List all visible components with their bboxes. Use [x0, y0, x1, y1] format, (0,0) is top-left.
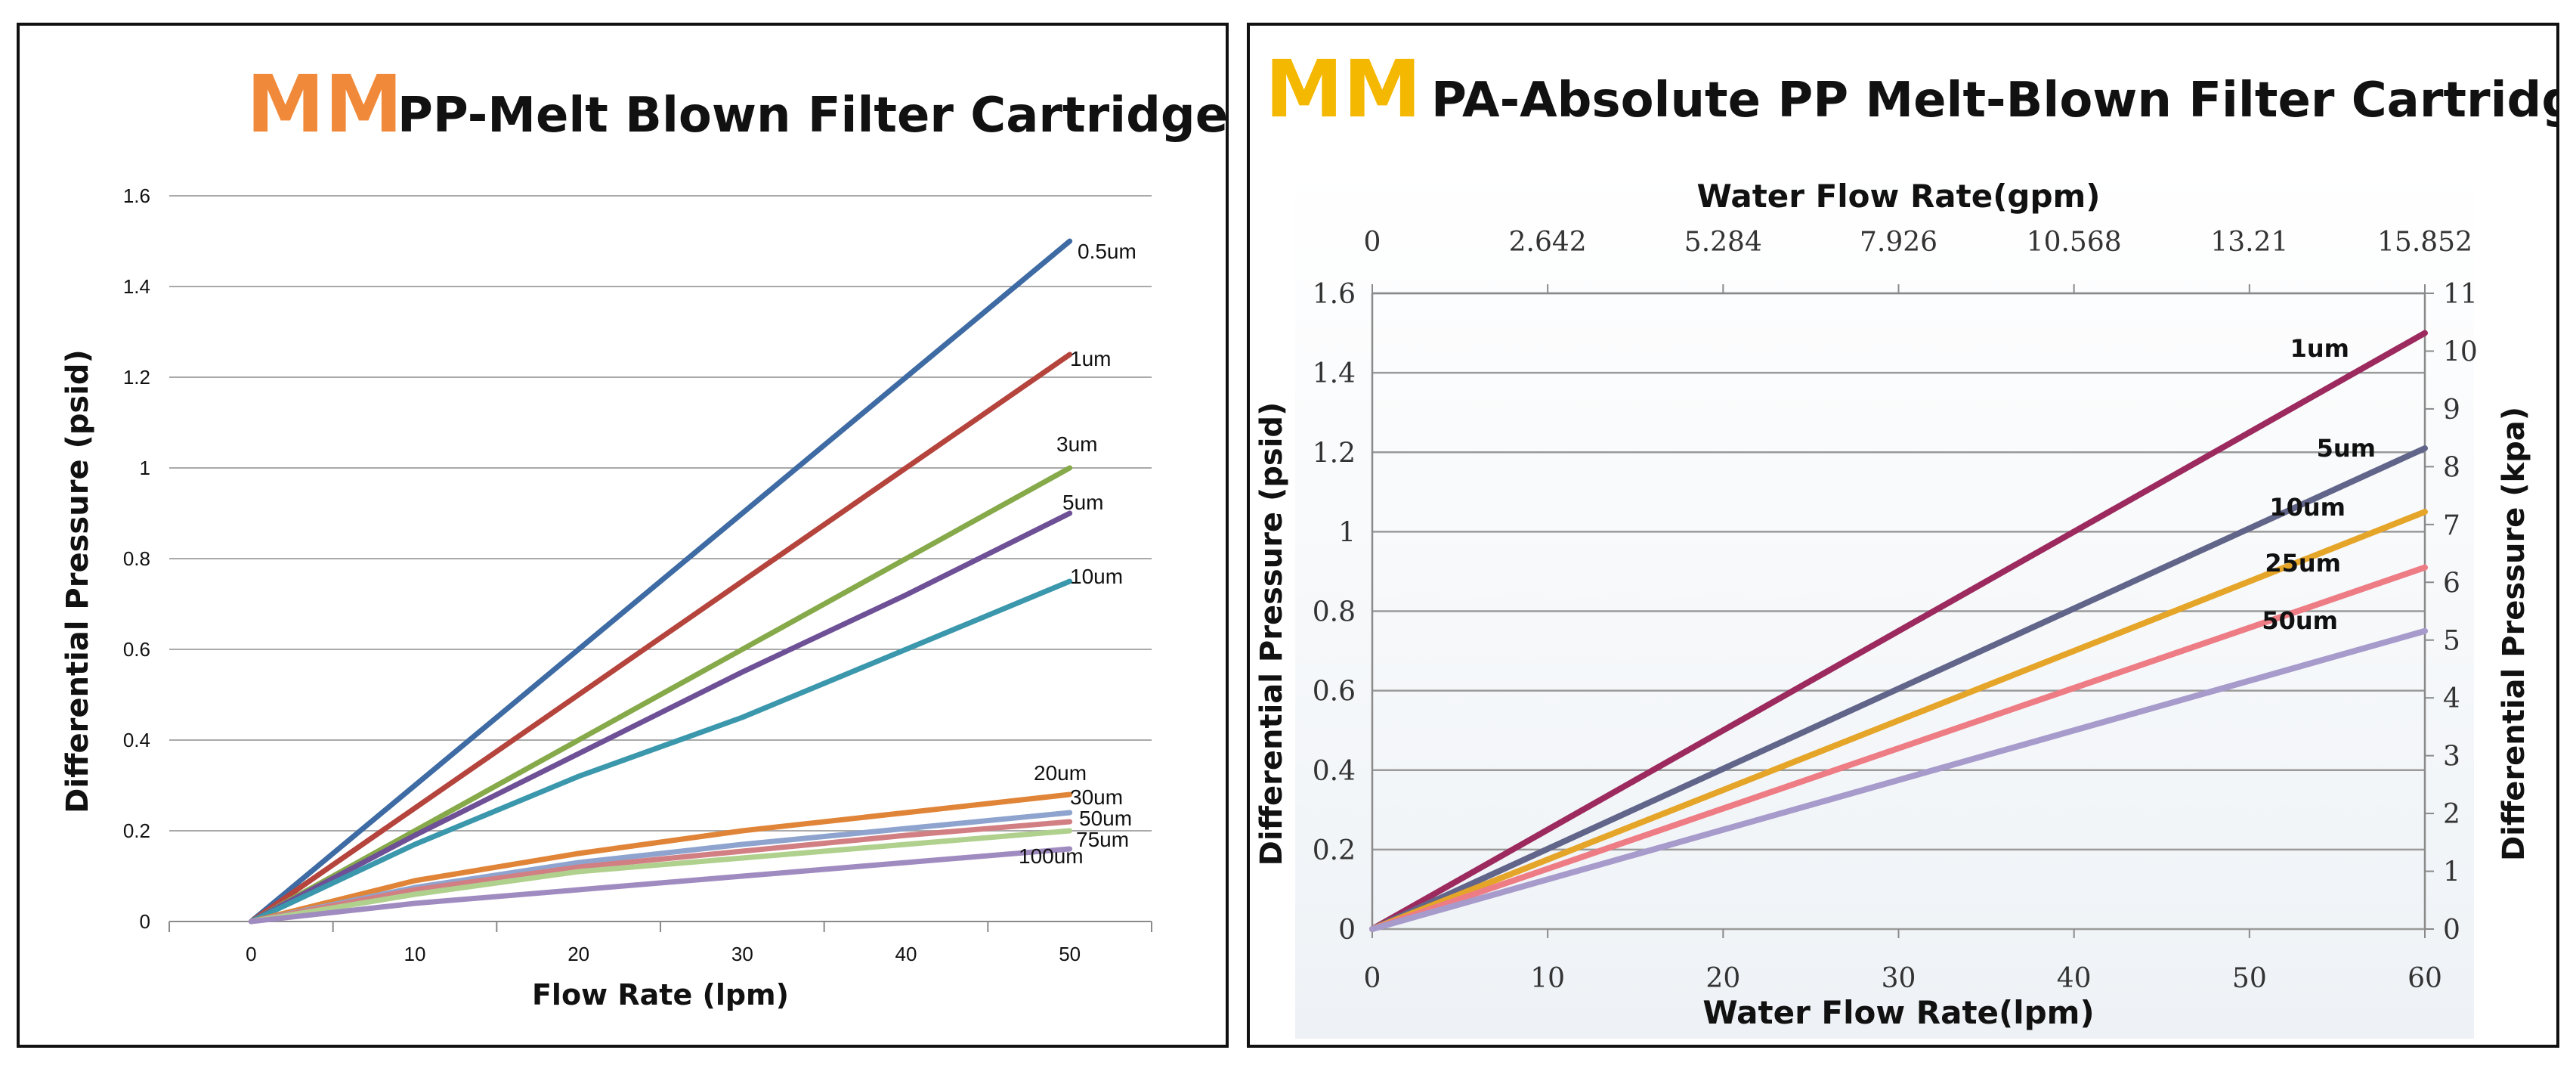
left-series-line-5um [248, 510, 1073, 925]
right-series-line-10um [1369, 509, 2428, 932]
right-series-line-1um [1369, 330, 2428, 932]
left-series-label-50um: 50um [1079, 807, 1132, 830]
right-series-label-5um: 5um [2317, 434, 2376, 463]
left-x-tick-label: 40 [895, 943, 917, 965]
right-chart: MM PA-Absolute PP Melt-Blown Filter Cart… [1254, 43, 2556, 1039]
right-y-tick-label: 0.8 [1313, 597, 1356, 628]
left-y-tick-label: 1.4 [123, 275, 150, 298]
left-series-line-75um [248, 828, 1073, 925]
left-y-axis-label: Differential Pressure (psid) [60, 349, 95, 813]
right-x-tick-label: 10 [1530, 963, 1565, 994]
left-series-label-5um: 5um [1062, 491, 1103, 514]
right-x2-tick-label: 2.642 [1509, 227, 1587, 258]
right-y2-tick-label: 3 [2443, 742, 2460, 773]
right-x-tick-label: 50 [2232, 963, 2267, 994]
left-chart-panel: MM PP-Melt Blown Filter Cartridges 0 0.2 0… [17, 23, 1229, 1048]
left-series-label-30um: 30um [1070, 785, 1123, 809]
left-chart-title: PP-Melt Blown Filter Cartridges [397, 88, 1226, 144]
left-series-label-20um: 20um [1034, 761, 1087, 785]
right-chart-panel: MM PA-Absolute PP Melt-Blown Filter Cart… [1247, 23, 2559, 1048]
right-y-tick-label: 1.2 [1313, 438, 1356, 469]
right-y2-tick-label: 6 [2443, 568, 2460, 599]
right-x2-tick-label: 5.284 [1684, 227, 1762, 258]
right-series-label-50um: 50um [2262, 606, 2338, 635]
left-y-tick-label: 0.2 [123, 819, 150, 842]
right-x2-tick-label: 7.926 [1860, 227, 1937, 258]
right-y-tick-label: 1.6 [1313, 279, 1356, 310]
left-series-line-100um [248, 846, 1073, 925]
right-chart-title: PA-Absolute PP Melt-Blown Filter Cartrid… [1431, 73, 2556, 129]
left-series-line-20um [248, 791, 1073, 925]
left-series-line-0.5um [248, 238, 1073, 925]
right-y-tick-label: 0 [1338, 915, 1356, 946]
left-x-tick-label: 50 [1059, 943, 1081, 965]
right-y-tick-label: 1 [1338, 517, 1356, 548]
right-series-line-25um [1369, 564, 2428, 932]
right-x2-tick-label: 10.568 [2027, 227, 2122, 258]
left-series-label-100um: 100um [1019, 844, 1084, 868]
right-y2-tick-label: 7 [2443, 510, 2460, 541]
right-x2-tick-label: 15.852 [2377, 227, 2472, 258]
right-y-tick-label: 0.4 [1313, 756, 1356, 787]
left-y-tick-label: 0 [140, 910, 150, 933]
left-series-line-3um [248, 465, 1073, 925]
left-series-label-1um: 1um [1070, 347, 1111, 370]
right-x-tick-label: 20 [1705, 963, 1740, 994]
left-brand-logo: MM [246, 58, 403, 150]
left-x-tick-label: 20 [567, 943, 589, 965]
left-y-tick-label: 0.8 [123, 547, 150, 570]
right-x-axis-label: Water Flow Rate(lpm) [1702, 994, 2094, 1031]
left-y-tick-label: 1 [140, 457, 150, 479]
right-y2-tick-label: 5 [2443, 626, 2460, 657]
left-x-tick-label: 10 [404, 943, 426, 965]
right-y-tick-label: 0.2 [1313, 835, 1356, 866]
right-x2-tick-label: 13.21 [2210, 227, 2288, 258]
left-y-tick-label: 0.4 [123, 729, 150, 751]
right-x-tick-label: 30 [1882, 963, 1916, 994]
right-y-axis-label: Differential Pressure (psid) [1254, 402, 1289, 866]
left-x-tick-label: 0 [246, 943, 256, 965]
left-y-tick-label: 1.2 [123, 366, 150, 389]
right-series-label-10um: 10um [2269, 493, 2346, 522]
right-y2-tick-label: 2 [2443, 799, 2460, 830]
right-y2-tick-label: 8 [2443, 452, 2460, 483]
right-y-tick-label: 1.4 [1313, 358, 1356, 389]
right-series-label-25um: 25um [2265, 549, 2341, 578]
right-series-line-50um [1369, 627, 2428, 932]
right-y2-tick-label: 1 [2443, 857, 2460, 888]
right-y2-axis-label: Differential Pressure (kpa) [2497, 407, 2531, 861]
right-x-tick-label: 0 [1364, 963, 1381, 994]
left-y-tick-label: 1.6 [123, 184, 150, 207]
right-series-label-1um: 1um [2290, 334, 2349, 363]
right-x-tick-label: 40 [2057, 963, 2092, 994]
right-y2-tick-label: 9 [2443, 395, 2460, 426]
left-y-tick-label: 0.6 [123, 638, 150, 661]
right-y2-tick-label: 10 [2443, 336, 2478, 367]
left-series-line-1um [248, 352, 1073, 925]
right-x-tick-label: 60 [2407, 963, 2442, 994]
left-series-label-3um: 3um [1056, 432, 1097, 456]
left-series-line-50um [248, 819, 1073, 925]
right-x2-tick-label: 0 [1364, 227, 1381, 258]
left-chart: MM PP-Melt Blown Filter Cartridges 0 0.2 0… [60, 58, 1226, 1011]
right-series-line-5um [1369, 444, 2428, 932]
left-series-line-10um [248, 578, 1073, 925]
left-series-label-75um: 75um [1076, 828, 1129, 851]
right-y2-tick-label: 0 [2443, 915, 2460, 946]
right-brand-logo: MM [1265, 43, 1421, 135]
left-series-label-0.5um: 0.5um [1078, 240, 1136, 263]
right-plot-background [1295, 166, 2474, 1039]
right-x2-axis-label: Water Flow Rate(gpm) [1697, 178, 2101, 215]
right-y-tick-label: 0.6 [1313, 677, 1356, 708]
left-series-label-10um: 10um [1070, 565, 1123, 588]
right-y2-tick-label: 4 [2443, 683, 2460, 714]
right-y2-tick-label: 11 [2443, 279, 2478, 310]
left-x-tick-label: 30 [731, 943, 753, 965]
left-x-axis-label: Flow Rate (lpm) [532, 978, 789, 1011]
